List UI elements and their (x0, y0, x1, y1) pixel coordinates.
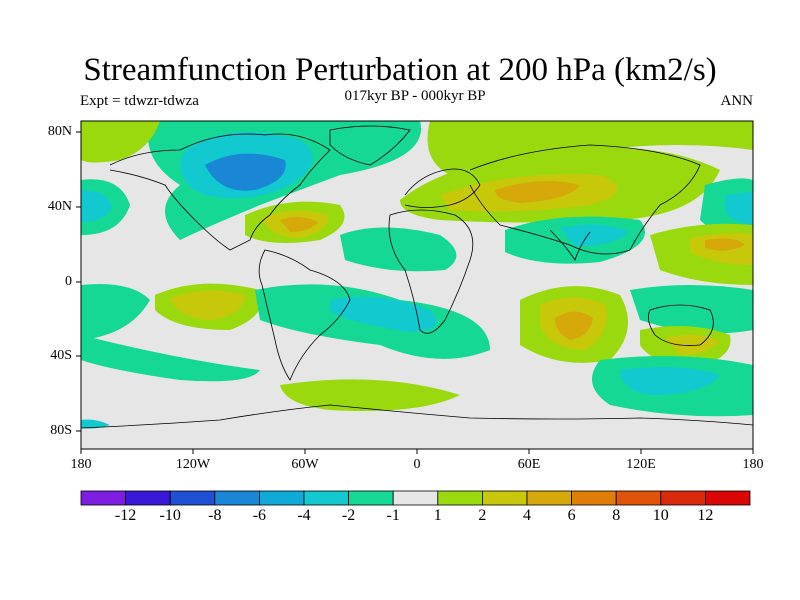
contour-negative-tropical-pacific (81, 284, 150, 340)
coastlines (81, 125, 753, 429)
map-title: Streamfunction Perturbation at 200 hPa (… (83, 52, 717, 88)
colorbar-swatch (258, 490, 305, 506)
colorbar-swatch (303, 490, 349, 506)
colorbar-label: -1 (386, 507, 400, 524)
contour-positive-eurasia-core (495, 181, 580, 203)
contour-positive-west-pacific-core (705, 238, 745, 251)
colorbar-label: 10 (652, 507, 669, 524)
colorbar-swatch (615, 490, 662, 506)
contour-negative-north-america-core (205, 153, 286, 191)
colorbar-swatch (481, 490, 528, 506)
coastline-south-america (258, 249, 351, 381)
colorbar-swatch (526, 490, 572, 506)
colorbar-swatch (705, 490, 751, 506)
colorbar-label: 6 (567, 507, 576, 524)
lat-label-40s: 40S (50, 348, 72, 363)
lat-ticks (76, 131, 81, 432)
colorbar-label: 2 (478, 507, 487, 524)
lat-label-80n: 80N (47, 124, 72, 139)
colorbar-swatch (437, 490, 483, 506)
lat-label-0: 0 (65, 274, 72, 289)
contour-negative-south-atlantic-inner (330, 296, 437, 332)
contour-negative-australia (630, 285, 753, 334)
colorbar-swatch (125, 490, 171, 506)
lon-label-120w: 120W (175, 457, 211, 472)
colorbar-label: 1 (433, 507, 442, 524)
colorbar-label: 4 (523, 507, 531, 524)
colorbar-label: -4 (297, 507, 311, 524)
colorbar-label: 8 (612, 507, 621, 524)
lon-ticks (80, 449, 754, 454)
lat-label-40n: 40N (47, 199, 72, 214)
colorbar-swatch (571, 490, 617, 506)
coastline-north-america (109, 133, 331, 251)
lon-label-180w: 180 (70, 457, 92, 472)
colorbar-label: -6 (252, 507, 267, 524)
colorbar-label: 12 (697, 507, 714, 524)
colorbar-swatch (660, 490, 706, 506)
coastline-africa (388, 209, 474, 334)
contour-negative-south-asia-inner (560, 224, 630, 247)
colorbar-swatch (214, 490, 260, 506)
season-label: ANN (720, 93, 754, 109)
experiment-label: Expt = tdwzr-tdwza (80, 93, 199, 109)
colorbar-swatch (169, 490, 216, 506)
contour-negative-africa (340, 227, 457, 272)
contour-positive-atlantic-core (280, 216, 318, 232)
coastline-australia (647, 304, 714, 346)
lon-label-60e: 60E (517, 457, 541, 472)
contour-positive-southern-atlantic (280, 379, 460, 411)
contour-positive-arctic (81, 121, 753, 175)
contour-fields (81, 121, 753, 429)
coastline-greenland (329, 125, 411, 166)
contour-negative-north-pacific-west-inner (81, 190, 112, 222)
coastline-asia (469, 144, 701, 255)
lat-label-80s: 80S (50, 423, 72, 438)
coastline-europe (404, 168, 481, 208)
lon-label-0: 0 (413, 457, 421, 472)
colorbar-label: -10 (159, 507, 181, 524)
contour-negative-southern-west (81, 335, 260, 382)
contour-positive-northwest (81, 121, 160, 163)
colorbar-swatch (348, 490, 394, 506)
colorbar-label: -12 (114, 507, 137, 524)
contour-positive-indian-ocean-core (555, 311, 593, 340)
contour-positive-south-pacific-inner (170, 290, 245, 320)
contour-negative-antarctic-west (81, 419, 110, 429)
lon-label-60w: 60W (291, 457, 319, 472)
lon-label-180e: 180 (742, 457, 764, 472)
colorbar-swatch (392, 490, 439, 506)
colorbar-swatch (80, 490, 126, 506)
colorbar-label: -2 (341, 507, 356, 524)
coastline-india (549, 229, 591, 261)
colorbar (80, 490, 751, 506)
contour-negative-north-pacific-east-inner (725, 192, 753, 225)
contour-negative-southern-ocean-inner (620, 366, 720, 395)
coastline-antarctica (81, 404, 753, 429)
map-subtitle: 017kyr BP - 000kyr BP (344, 88, 486, 104)
lon-label-120e: 120E (626, 457, 656, 472)
colorbar-label: -8 (208, 507, 222, 524)
